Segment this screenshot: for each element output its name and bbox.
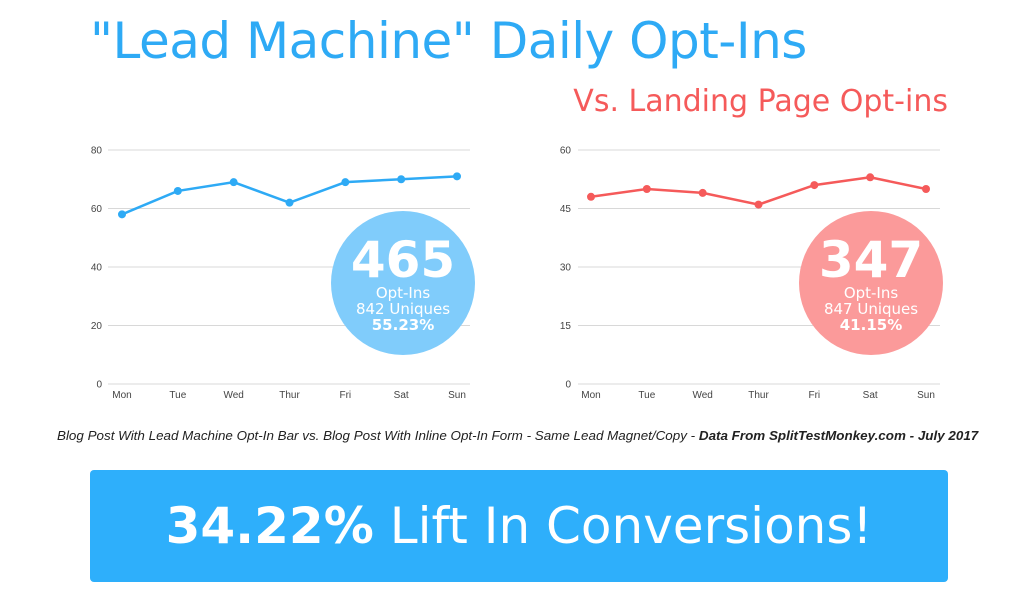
x-tick-label: Mon bbox=[581, 390, 600, 401]
data-point bbox=[173, 186, 182, 195]
x-tick-label: Fri bbox=[808, 390, 820, 401]
conversion-rate: 41.15% bbox=[839, 316, 903, 334]
x-tick-label: Fri bbox=[339, 390, 351, 401]
x-tick-label: Sun bbox=[917, 390, 935, 401]
y-tick-label: 0 bbox=[96, 380, 102, 391]
opt-ins-label: Opt-Ins bbox=[843, 284, 899, 302]
x-tick-label: Sun bbox=[448, 390, 466, 401]
y-tick-label: 20 bbox=[91, 321, 103, 332]
charts-svg: 0 20 40 60 80 Mon Tue Wed Thur Fri Sat Sun 0 15 30 45 60… bbox=[91, 146, 940, 401]
caption-source: Data From SplitTestMonkey.com - July 201… bbox=[698, 429, 979, 443]
data-point bbox=[453, 172, 461, 181]
y-tick-label: 45 bbox=[560, 204, 572, 215]
data-point bbox=[810, 181, 819, 190]
y-tick-label: 0 bbox=[565, 380, 571, 391]
y-tick-label: 30 bbox=[560, 263, 572, 274]
lead-machine-summary-circle: 465 Opt-Ins 842 Uniques 55.23% bbox=[331, 211, 475, 355]
data-point bbox=[118, 210, 126, 219]
lift-banner: 34.22% Lift In Conversions! bbox=[90, 470, 948, 582]
series-line bbox=[590, 176, 927, 206]
data-point bbox=[285, 198, 294, 207]
data-point bbox=[642, 185, 651, 193]
caption: Blog Post With Lead Machine Opt-In Bar v… bbox=[57, 429, 978, 443]
y-tick-label: 40 bbox=[91, 263, 103, 274]
conversion-rate: 55.23% bbox=[371, 316, 435, 334]
data-point bbox=[866, 173, 875, 182]
x-tick-label: Tue bbox=[169, 390, 186, 401]
x-tick-label: Wed bbox=[692, 390, 712, 401]
y-tick-label: 15 bbox=[560, 321, 572, 332]
data-point bbox=[587, 192, 595, 201]
uniques: 842 Uniques bbox=[355, 300, 451, 318]
opt-ins-label: Opt-Ins bbox=[375, 284, 431, 302]
y-tick-label: 60 bbox=[560, 146, 572, 157]
x-tick-label: Wed bbox=[223, 390, 243, 401]
page-title: "Lead Machine" Daily Opt-Ins bbox=[90, 12, 807, 70]
data-point bbox=[397, 175, 406, 184]
x-tick-label: Sat bbox=[394, 390, 409, 401]
data-point bbox=[341, 178, 350, 187]
total-opt-ins: 465 bbox=[350, 231, 456, 289]
x-tick-label: Sat bbox=[863, 390, 878, 401]
total-opt-ins: 347 bbox=[818, 231, 924, 289]
lift-percent: 34.22% bbox=[165, 497, 374, 555]
uniques: 847 Uniques bbox=[823, 300, 919, 318]
data-point bbox=[229, 178, 238, 187]
x-tick-label: Thur bbox=[279, 390, 300, 401]
data-point bbox=[922, 185, 930, 193]
y-tick-label: 80 bbox=[91, 146, 103, 157]
lift-text: Lift In Conversions! bbox=[373, 497, 873, 555]
landing-page-summary-circle: 347 Opt-Ins 847 Uniques 41.15% bbox=[799, 211, 943, 355]
x-tick-label: Thur bbox=[748, 390, 769, 401]
x-tick-label: Tue bbox=[638, 390, 655, 401]
x-tick-label: Mon bbox=[112, 390, 131, 401]
data-point bbox=[754, 200, 763, 209]
caption-text: Blog Post With Lead Machine Opt-In Bar v… bbox=[57, 429, 699, 443]
y-tick-label: 60 bbox=[91, 204, 103, 215]
data-point bbox=[698, 188, 707, 197]
page-subtitle: Vs. Landing Page Opt-ins bbox=[573, 84, 948, 119]
